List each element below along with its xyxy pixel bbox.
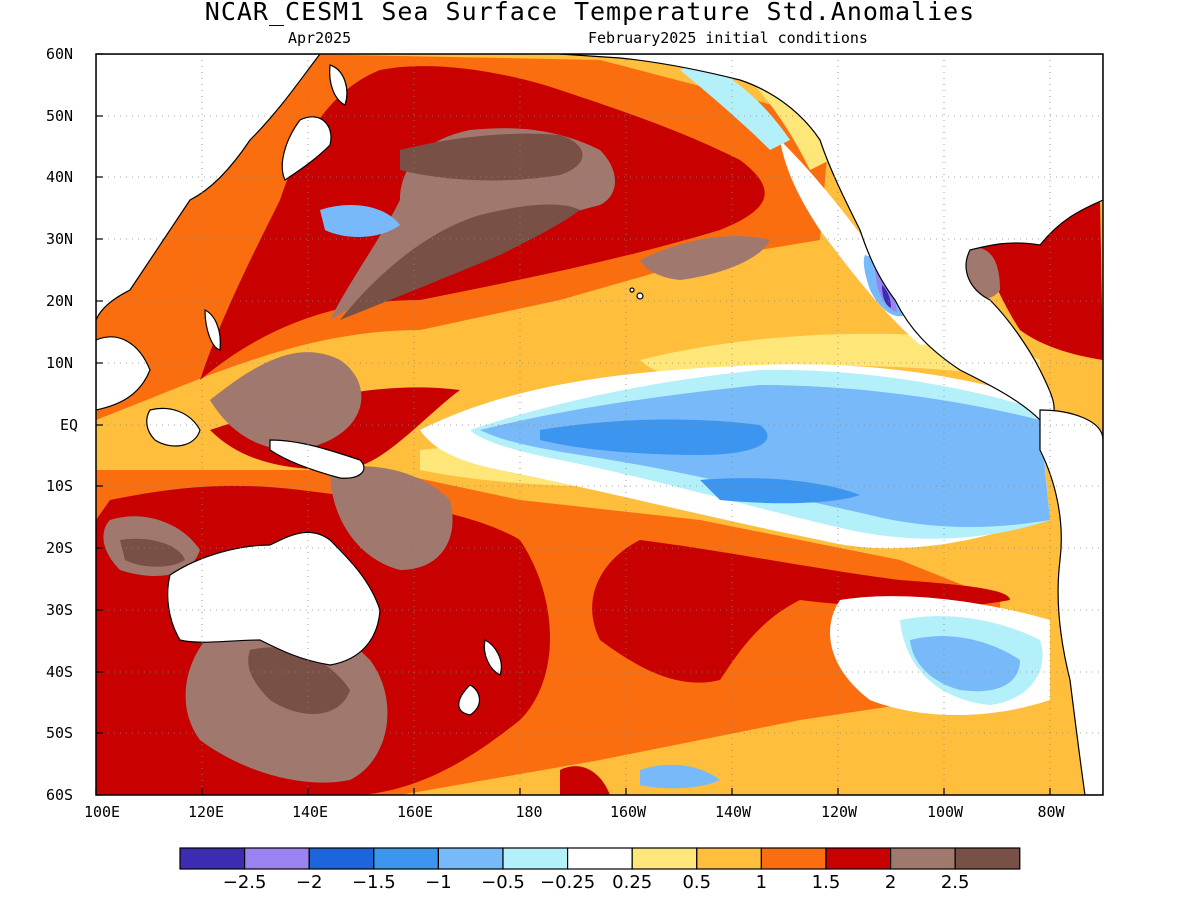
colorbar (179, 847, 1021, 870)
colorbar-label-0: −2.5 (222, 872, 267, 893)
colorbar-bin-10 (825, 847, 892, 870)
colorbar-bin-3 (373, 847, 439, 870)
lon-label-100w: 100W (926, 803, 964, 821)
colorbar-label-2: −1.5 (351, 872, 396, 893)
lat-label-40s: 40S (46, 663, 74, 681)
lat-label-30s: 30S (46, 601, 74, 619)
colorbar-bin-4 (437, 847, 504, 870)
lat-label-50s: 50S (46, 724, 74, 742)
landmass-group (96, 54, 1103, 795)
colorbar-bin-11 (889, 847, 956, 870)
chart-subtitle-forecast-month: Apr2025 (288, 29, 352, 47)
colorbar-label-5: −0.25 (540, 872, 596, 893)
lat-label-10s: 10S (46, 477, 74, 495)
lon-label-160w: 160W (609, 803, 647, 821)
lon-label-140e: 140E (291, 803, 329, 821)
colorbar-label-4: −0.5 (481, 872, 525, 893)
colorbar-bin-7 (631, 847, 698, 870)
lon-label-120e: 120E (187, 803, 225, 821)
lon-label-80w: 80W (1037, 803, 1065, 821)
chart-subtitle-initial-conditions: February2025 initial conditions (588, 29, 868, 47)
colorbar-label-8: 1 (755, 872, 768, 893)
colorbar-bin-12 (954, 847, 1021, 870)
lat-label-eq: EQ (60, 416, 79, 434)
axis-ticks (95, 53, 1051, 796)
colorbar-label-10: 2 (884, 872, 897, 893)
colorbar-label-11: 2.5 (940, 872, 970, 893)
colorbar-bin-2 (308, 847, 375, 870)
lon-label-160e: 160E (396, 803, 434, 821)
colorbar-label-6: 0.25 (612, 872, 653, 893)
lat-label-30n: 30N (46, 230, 74, 248)
colorbar-label-3: −1 (425, 872, 452, 893)
sst-anomaly-field (96, 54, 1103, 795)
lat-label-60n: 60N (46, 45, 74, 63)
lon-label-180: 180 (515, 803, 543, 821)
lat-label-20n: 20N (46, 292, 74, 310)
lat-label-10n: 10N (46, 354, 74, 372)
colorbar-bin-5 (502, 847, 569, 870)
lat-label-40n: 40N (46, 168, 74, 186)
colorbar-bin-9 (760, 847, 827, 870)
lon-label-100e: 100E (83, 803, 121, 821)
colorbar-bin-8 (696, 847, 762, 870)
lon-label-120w: 120W (820, 803, 858, 821)
colorbar-bin-0 (179, 847, 246, 870)
lon-label-140w: 140W (714, 803, 752, 821)
chart-title: NCAR_CESM1 Sea Surface Temperature Std.A… (204, 0, 976, 26)
colorbar-bin-6 (566, 847, 633, 870)
lat-label-50n: 50N (46, 107, 74, 125)
lat-label-60s: 60S (46, 786, 74, 804)
lat-label-20s: 20S (46, 539, 74, 557)
colorbar-label-7: 0.5 (682, 872, 712, 893)
colorbar-label-9: 1.5 (811, 872, 841, 893)
colorbar-bin-1 (244, 847, 310, 870)
colorbar-label-1: −2 (295, 872, 323, 893)
